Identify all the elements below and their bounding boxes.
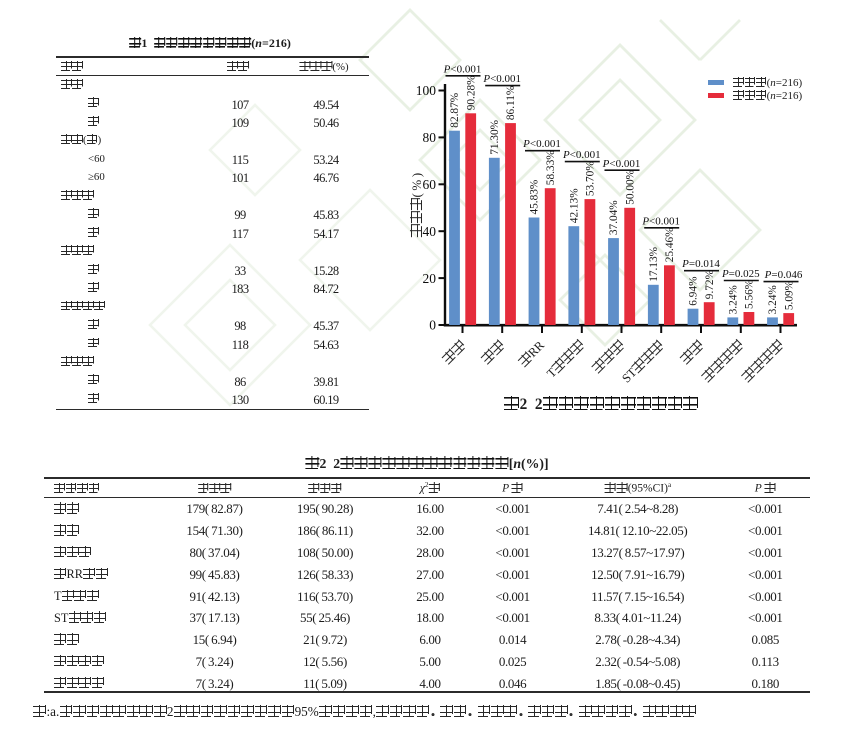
svg-text:80: 80 bbox=[423, 130, 437, 145]
svg-text:3.24%: 3.24% bbox=[767, 285, 779, 315]
svg-text:3.24%: 3.24% bbox=[727, 285, 739, 315]
svg-text:42.13%: 42.13% bbox=[568, 188, 580, 223]
svg-text:P<0.001: P<0.001 bbox=[602, 158, 641, 170]
svg-text:P<0.001: P<0.001 bbox=[443, 63, 482, 75]
svg-text:20: 20 bbox=[423, 271, 437, 286]
svg-text:60: 60 bbox=[423, 177, 437, 192]
svg-text:P=0.014: P=0.014 bbox=[681, 258, 720, 270]
svg-text:5.09%: 5.09% bbox=[783, 280, 795, 310]
svg-text:90.28%: 90.28% bbox=[465, 75, 477, 110]
svg-text:P=0.046: P=0.046 bbox=[764, 269, 803, 281]
svg-text:71.30%: 71.30% bbox=[489, 119, 501, 154]
svg-text:45.83%: 45.83% bbox=[529, 179, 541, 214]
svg-text:6.94%: 6.94% bbox=[688, 276, 700, 306]
svg-text:P<0.001: P<0.001 bbox=[562, 149, 601, 161]
svg-text:9.72%: 9.72% bbox=[704, 269, 716, 299]
svg-text:82.87%: 82.87% bbox=[449, 92, 461, 127]
svg-text:50.00%: 50.00% bbox=[624, 169, 636, 204]
svg-text:58.33%: 58.33% bbox=[545, 150, 557, 185]
svg-text:37.04%: 37.04% bbox=[608, 200, 620, 235]
svg-text:5.56%: 5.56% bbox=[744, 279, 756, 309]
svg-text:86.11%: 86.11% bbox=[505, 85, 517, 120]
svg-text:53.70%: 53.70% bbox=[585, 161, 597, 196]
svg-text:100: 100 bbox=[416, 83, 437, 98]
svg-text:40: 40 bbox=[423, 224, 437, 239]
svg-text:25.46%: 25.46% bbox=[664, 227, 676, 262]
svg-text:P<0.001: P<0.001 bbox=[522, 138, 561, 150]
svg-text:17.13%: 17.13% bbox=[648, 246, 660, 281]
svg-text:P<0.001: P<0.001 bbox=[641, 215, 680, 227]
svg-text:P=0.025: P=0.025 bbox=[721, 268, 760, 280]
svg-text:P<0.001: P<0.001 bbox=[482, 73, 521, 85]
svg-text:0: 0 bbox=[429, 318, 436, 333]
